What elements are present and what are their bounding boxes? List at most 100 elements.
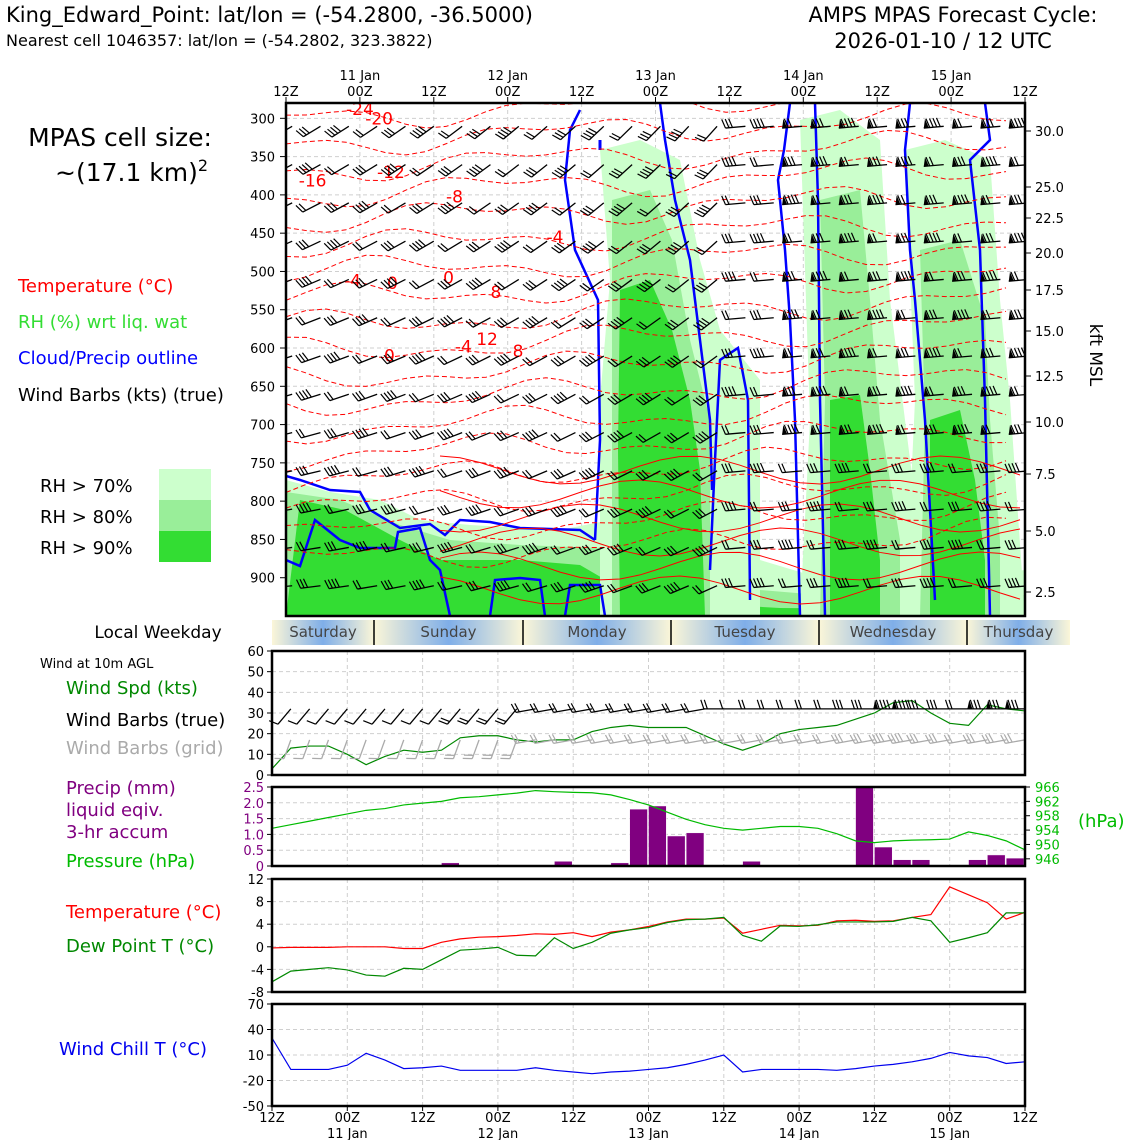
barb-feather	[900, 271, 906, 281]
barb-feather	[468, 356, 477, 364]
barb-feather	[1010, 271, 1016, 281]
barb-feather	[664, 734, 671, 744]
barb-feather	[815, 271, 821, 281]
barb-feather	[721, 540, 727, 550]
barb-feather	[380, 543, 387, 553]
cloud-outline	[708, 345, 752, 601]
barb-feather	[1017, 232, 1023, 243]
barb-staff	[923, 202, 944, 206]
barb-feather	[358, 503, 366, 513]
bottom-date-label: 13 Jan	[628, 1127, 669, 1140]
upper-wind-barb	[436, 428, 463, 441]
upper-wind-barb	[323, 278, 350, 289]
barb-feather	[383, 129, 393, 137]
barb-flag	[952, 386, 958, 397]
upper-wind-barb	[834, 501, 859, 512]
barb-feather	[749, 501, 755, 512]
barb-feather	[692, 436, 701, 444]
barb-feather	[837, 501, 843, 511]
barb-feather	[500, 543, 507, 552]
panel-ytick-label: 0	[256, 941, 264, 956]
barb-feather	[907, 385, 913, 395]
barb-feather	[355, 504, 362, 514]
upper-wind-barb	[550, 431, 576, 442]
barb-feather	[323, 205, 332, 213]
barb-feather	[815, 118, 821, 128]
barb-feather	[443, 165, 452, 173]
barb-flag	[952, 233, 958, 243]
barb-feather	[989, 347, 994, 357]
barb-feather	[471, 166, 481, 173]
upper-wind-barb	[838, 117, 859, 129]
upper-wind-barb	[693, 278, 718, 293]
barb-flag	[952, 195, 958, 205]
xs-top-tick-label: 12Z	[421, 85, 447, 100]
barb-feather	[696, 209, 706, 215]
barb-feather	[857, 699, 862, 710]
upper-wind-barb	[721, 386, 746, 397]
barb-feather	[641, 582, 649, 591]
barb-feather	[604, 703, 611, 713]
barb-feather	[847, 309, 853, 319]
barb-feather	[613, 394, 622, 402]
barb-feather	[550, 583, 557, 593]
upper-wind-barb	[352, 467, 378, 477]
barb-feather	[274, 757, 285, 760]
upper-wind-barb	[721, 118, 746, 129]
barb-feather	[695, 509, 703, 518]
barb-feather	[293, 757, 303, 760]
barb-feather	[981, 734, 988, 744]
xs-top-tick-label: 12Z	[864, 85, 890, 100]
upper-wind-barb	[352, 164, 378, 176]
barb-feather	[904, 117, 909, 128]
bottom-tick-label: 12Z	[711, 1111, 737, 1126]
barb-feather	[953, 118, 959, 128]
upper-wind-barb	[980, 309, 1001, 321]
true-wind-barb	[967, 699, 988, 710]
barb-feather	[443, 429, 451, 438]
upper-wind-barb	[579, 240, 605, 254]
barb-feather	[988, 699, 993, 710]
barb-feather	[925, 195, 931, 205]
barb-feather	[919, 501, 925, 512]
barb-feather	[866, 463, 872, 473]
barb-feather	[570, 734, 577, 744]
barb-feather	[932, 194, 938, 204]
forecast-title: AMPS MPAS Forecast Cycle:	[809, 3, 1098, 27]
upper-wind-barb	[323, 351, 350, 364]
barb-feather	[794, 309, 800, 319]
barb-feather	[468, 506, 476, 515]
grid-wind-barb	[406, 739, 424, 760]
barb-feather	[578, 509, 586, 518]
upper-wind-barb	[980, 155, 1001, 167]
barb-feather	[641, 281, 651, 288]
upper-wind-barb	[522, 202, 548, 216]
panel-ytick-label: 20	[247, 728, 264, 743]
barb-feather	[412, 580, 419, 590]
true-wind-barb	[661, 703, 687, 713]
barb-feather	[581, 545, 589, 554]
barb-feather	[935, 232, 941, 242]
legend-temperature: Temperature (°C)	[17, 276, 173, 297]
upper-wind-barb	[607, 278, 633, 292]
barb-feather	[445, 754, 455, 756]
barb-feather	[781, 501, 787, 511]
barb-feather	[550, 321, 559, 329]
barb-feather	[840, 271, 846, 281]
upper-wind-barb	[580, 164, 605, 179]
barb-feather	[553, 282, 563, 290]
barb-feather	[960, 156, 966, 166]
barb-feather	[468, 281, 477, 289]
barb-feather	[325, 720, 335, 725]
barb-feather	[554, 169, 564, 176]
barb-feather	[358, 202, 367, 210]
panel-frame	[270, 785, 1027, 868]
barb-feather	[522, 433, 530, 442]
barb-feather	[740, 734, 746, 744]
barb-flag	[952, 348, 958, 358]
upper-wind-barb	[551, 164, 576, 178]
barb-feather	[841, 463, 847, 473]
barb-flag	[810, 348, 816, 358]
barb-feather	[887, 734, 893, 744]
barb-staff	[283, 739, 292, 759]
